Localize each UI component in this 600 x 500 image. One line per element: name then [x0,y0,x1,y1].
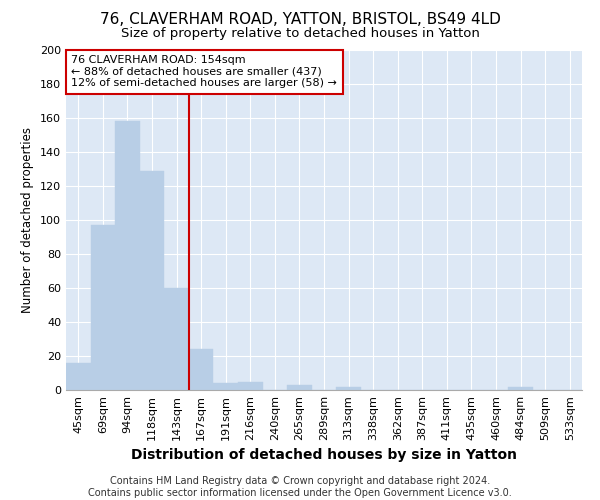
Bar [189,349,214,390]
X-axis label: Distribution of detached houses by size in Yatton: Distribution of detached houses by size … [131,448,517,462]
Text: 76, CLAVERHAM ROAD, YATTON, BRISTOL, BS49 4LD: 76, CLAVERHAM ROAD, YATTON, BRISTOL, BS4… [100,12,500,28]
Y-axis label: Number of detached properties: Number of detached properties [22,127,34,313]
Bar [508,386,533,390]
Bar [238,382,263,390]
Bar [91,225,115,390]
Bar [336,386,361,390]
Bar [140,170,164,390]
Text: Contains HM Land Registry data © Crown copyright and database right 2024.
Contai: Contains HM Land Registry data © Crown c… [88,476,512,498]
Bar [115,122,140,390]
Bar [66,363,91,390]
Text: Size of property relative to detached houses in Yatton: Size of property relative to detached ho… [121,28,479,40]
Bar [164,288,189,390]
Bar [214,383,238,390]
Bar [287,385,312,390]
Text: 76 CLAVERHAM ROAD: 154sqm
← 88% of detached houses are smaller (437)
12% of semi: 76 CLAVERHAM ROAD: 154sqm ← 88% of detac… [71,55,337,88]
